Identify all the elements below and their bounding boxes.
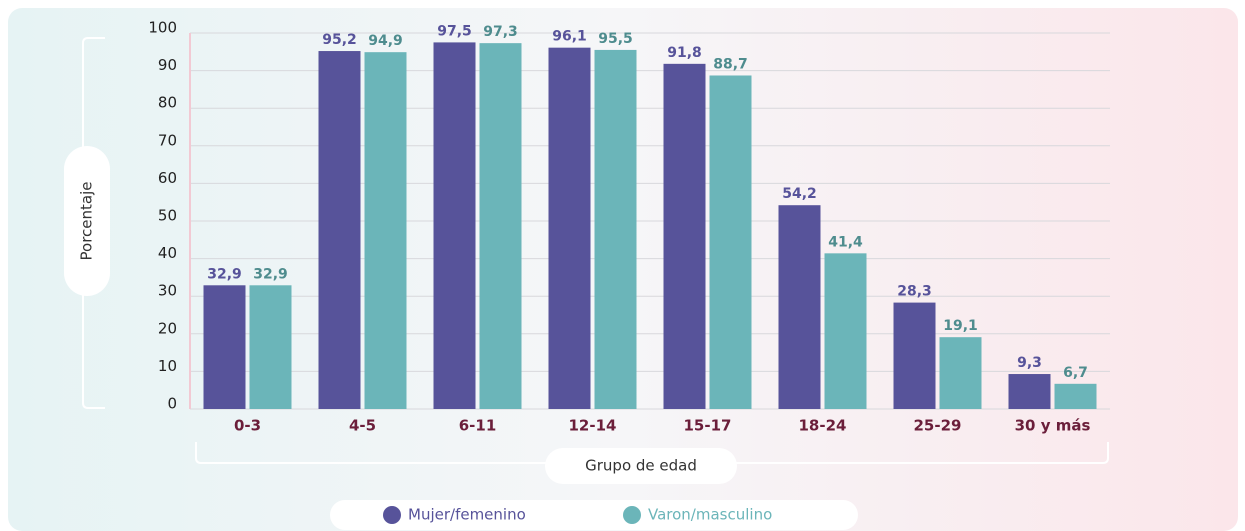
x-tick-label: 25-29 <box>914 417 962 435</box>
y-tick-label: 0 <box>167 395 177 413</box>
bar <box>709 75 752 409</box>
value-label: 97,3 <box>483 24 518 40</box>
bar <box>939 337 982 409</box>
value-label: 54,2 <box>782 186 817 202</box>
value-label: 94,9 <box>368 33 403 49</box>
bar <box>318 51 361 409</box>
y-tick-label: 10 <box>158 357 177 375</box>
bar <box>249 285 292 409</box>
x-tick-label: 12-14 <box>569 417 617 435</box>
bar <box>824 253 867 409</box>
value-label: 88,7 <box>713 56 748 72</box>
value-label: 9,3 <box>1017 355 1042 371</box>
value-label: 95,5 <box>598 31 633 47</box>
x-tick-label: 6-11 <box>459 417 497 435</box>
legend-marker <box>623 506 641 524</box>
x-axis-label: Grupo de edad <box>585 457 697 475</box>
legend-marker <box>383 506 401 524</box>
bar <box>433 42 476 410</box>
value-label: 32,9 <box>253 266 288 282</box>
x-label-pill <box>545 448 737 484</box>
value-label: 97,5 <box>437 23 472 39</box>
bar <box>203 285 246 409</box>
value-label: 6,7 <box>1063 365 1088 381</box>
bar <box>364 52 407 410</box>
value-label: 95,2 <box>322 32 357 48</box>
y-tick-label: 50 <box>158 207 177 225</box>
bar <box>548 47 591 409</box>
y-tick-label: 90 <box>158 56 177 74</box>
x-tick-label: 0-3 <box>234 417 261 435</box>
y-tick-label: 30 <box>158 282 177 300</box>
y-tick-label: 40 <box>158 244 177 262</box>
legend-label: Mujer/femenino <box>408 506 526 524</box>
y-tick-label: 80 <box>158 94 177 112</box>
bar <box>1054 383 1097 409</box>
value-label: 96,1 <box>552 29 587 45</box>
bar <box>893 302 936 409</box>
value-label: 19,1 <box>943 318 978 334</box>
bar <box>663 63 706 409</box>
x-tick-label: 15-17 <box>684 417 732 435</box>
y-tick-label: 20 <box>158 319 177 337</box>
bar <box>778 205 821 409</box>
value-label: 91,8 <box>667 45 702 61</box>
y-label-pill <box>64 146 110 296</box>
value-label: 41,4 <box>828 234 863 250</box>
value-label: 28,3 <box>897 284 932 300</box>
y-tick-label: 100 <box>148 19 177 37</box>
x-tick-label: 18-24 <box>799 417 847 435</box>
bar <box>479 43 522 409</box>
bar <box>1008 374 1051 409</box>
legend-label: Varon/masculino <box>648 506 772 524</box>
x-tick-label: 30 y más <box>1015 417 1091 435</box>
legend <box>330 500 858 530</box>
x-tick-label: 4-5 <box>349 417 376 435</box>
y-axis-label: Porcentaje <box>78 182 96 261</box>
y-tick-label: 70 <box>158 131 177 149</box>
y-tick-label: 60 <box>158 169 177 187</box>
bar <box>594 49 637 410</box>
value-label: 32,9 <box>207 266 242 282</box>
